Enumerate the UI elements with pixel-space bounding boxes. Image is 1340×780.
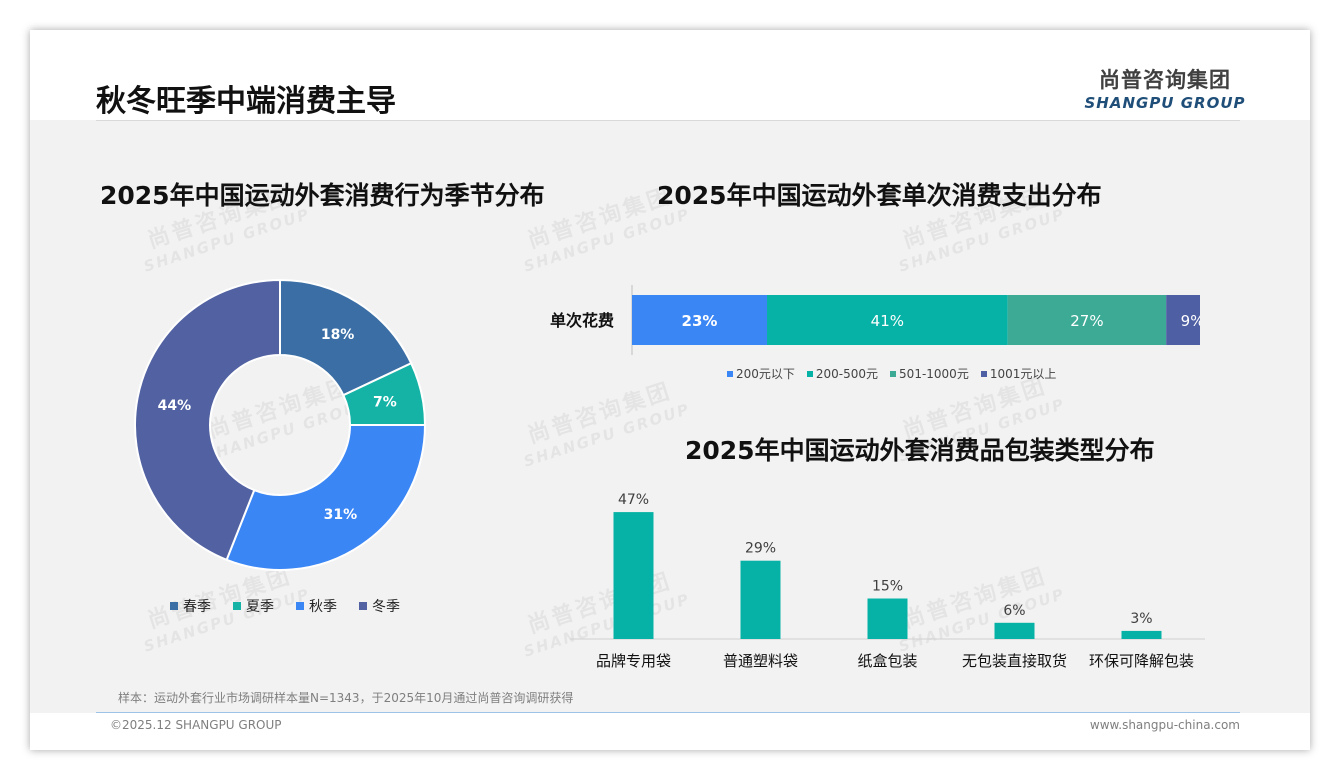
legend-label: 200元以下	[736, 367, 795, 381]
legend-item-秋季: 秋季	[296, 596, 337, 616]
legend-swatch	[170, 602, 178, 610]
legend-item-501-1000元: 501-1000元	[890, 365, 969, 382]
donut-slice-冬季	[134, 278, 281, 562]
bar-环保可降解包装	[1121, 630, 1162, 639]
donut-slice-label: 18%	[321, 327, 355, 343]
company-logo: 尚普咨询集团 SHANGPU GROUP	[1080, 64, 1250, 112]
spend-chart-title: 2025年中国运动外套单次消费支出分布	[657, 181, 1102, 210]
slide: 秋冬旺季中端消费主导 尚普咨询集团 SHANGPU GROUP 尚普咨询集团 SH…	[30, 30, 1310, 750]
legend-label: 夏季	[246, 599, 274, 615]
legend-item-1001元以上: 1001元以上	[980, 365, 1057, 382]
footer-divider	[96, 712, 1240, 713]
header-divider	[96, 120, 1240, 121]
legend-label: 1001元以上	[989, 367, 1057, 381]
legend-label: 秋季	[309, 599, 337, 615]
stack-segment-label: 9%	[1181, 312, 1200, 330]
legend-label: 冬季	[372, 599, 400, 615]
bar-category-label: 品牌专用袋	[596, 652, 671, 670]
copyright: ©2025.12 SHANGPU GROUP	[110, 718, 282, 732]
bar-value-label: 3%	[1130, 611, 1152, 627]
header-band	[30, 30, 1310, 120]
bar-category-label: 纸盒包装	[857, 652, 917, 670]
season-chart-title: 2025年中国运动外套消费行为季节分布	[100, 181, 545, 210]
donut-slice-label: 7%	[373, 395, 397, 411]
footer-band	[30, 713, 1310, 750]
bar-无包装直接取货	[994, 622, 1035, 639]
legend-label: 200-500元	[815, 367, 879, 381]
bar-category-label: 普通塑料袋	[723, 652, 798, 670]
bar-普通塑料袋	[740, 560, 781, 639]
website-link[interactable]: www.shangpu-china.com	[1089, 718, 1240, 732]
season-donut-chart: 18% 7% 31% 44%	[134, 278, 427, 571]
bar-纸盒包装	[867, 598, 908, 639]
legend-swatch	[233, 602, 241, 610]
legend-item-夏季: 夏季	[233, 596, 274, 616]
legend-item-200元以下: 200元以下	[727, 365, 795, 382]
legend-item-200-500元: 200-500元	[806, 365, 879, 382]
package-chart-title: 2025年中国运动外套消费品包装类型分布	[685, 436, 1155, 465]
sample-note: 样本：运动外套行业市场调研样本量N=1343，于2025年10月通过尚普咨询调研…	[118, 691, 574, 705]
bar-value-label: 29%	[745, 541, 776, 557]
legend-swatch	[890, 370, 897, 377]
legend-swatch	[980, 370, 987, 377]
stack-segment-label: 23%	[682, 312, 718, 330]
stack-segment-501-1000元	[1007, 295, 1167, 345]
spend-legend: 200元以下 200-500元 501-1000元 1001元以上	[727, 365, 1068, 382]
legend-item-冬季: 冬季	[359, 596, 400, 616]
legend-label: 春季	[183, 599, 211, 615]
stack-segment-200元以下	[632, 295, 768, 345]
bar-value-label: 15%	[872, 579, 903, 595]
donut-slice-秋季	[225, 424, 427, 571]
package-bar-chart: 47% 品牌专用袋 29% 普通塑料袋 15% 纸盒包装 6% 无包装直接取货 3% 环保可降解包…	[570, 492, 1205, 670]
logo-en-text: SHANGPU GROUP	[1084, 94, 1246, 112]
legend-swatch	[359, 602, 367, 610]
bar-value-label: 47%	[618, 492, 649, 508]
season-legend: 春季 夏季 秋季 冬季	[170, 596, 422, 616]
stack-segment-1001元以上	[1166, 295, 1200, 345]
watermark: 尚普咨询集团 SHANGPU GROUP	[521, 378, 693, 471]
stack-segment-200-500元	[767, 295, 1008, 345]
donut-slice-春季	[279, 278, 413, 397]
donut-slice-label: 31%	[324, 507, 358, 523]
legend-swatch	[806, 370, 813, 377]
donut-slice-label: 44%	[158, 398, 192, 414]
bar-category-label: 环保可降解包装	[1089, 652, 1194, 670]
bar-value-label: 6%	[1003, 603, 1025, 619]
stack-category-label: 单次花费	[550, 311, 614, 330]
legend-swatch	[727, 370, 733, 377]
bar-category-label: 无包装直接取货	[962, 652, 1067, 670]
logo-cn-text: 尚普咨询集团	[1099, 68, 1231, 92]
legend-item-春季: 春季	[170, 596, 211, 616]
stack-segment-label: 41%	[871, 312, 904, 330]
legend-label: 501-1000元	[899, 367, 969, 381]
bar-品牌专用袋	[613, 512, 654, 639]
spend-stacked-bar-chart: 单次花费 23% 41% 27% 9%	[550, 285, 1200, 355]
legend-swatch	[296, 602, 304, 610]
page-title: 秋冬旺季中端消费主导	[96, 84, 396, 119]
stack-segment-label: 27%	[1070, 312, 1103, 330]
